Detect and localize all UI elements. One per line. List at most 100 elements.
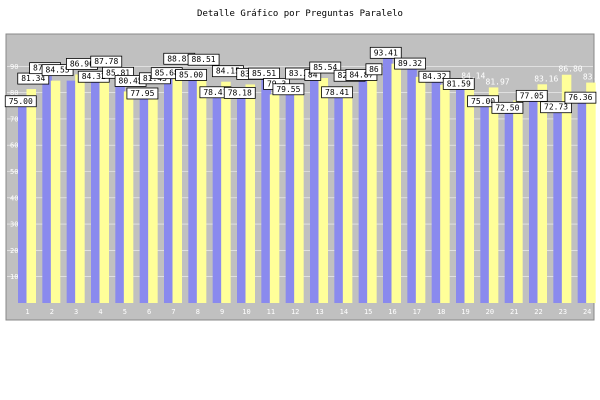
bar bbox=[139, 97, 150, 303]
data-label-box bbox=[126, 87, 159, 100]
data-label-box bbox=[321, 86, 353, 99]
bar bbox=[358, 79, 369, 303]
x-tick-label: 19 bbox=[461, 308, 469, 316]
bar bbox=[310, 79, 320, 303]
bar bbox=[148, 88, 158, 303]
bar bbox=[318, 78, 328, 303]
x-tick-label: 5 bbox=[123, 308, 127, 316]
data-label: 89.32 bbox=[398, 59, 422, 68]
bar bbox=[529, 100, 539, 304]
data-label: 79.55 bbox=[276, 85, 300, 94]
x-tick-label: 16 bbox=[388, 308, 396, 316]
bar bbox=[415, 76, 426, 303]
bar bbox=[221, 81, 231, 303]
x-tick-label: 15 bbox=[364, 308, 372, 316]
data-label: 83.26 bbox=[289, 69, 313, 78]
bar bbox=[537, 84, 547, 303]
data-label-box bbox=[515, 89, 548, 102]
x-tick-label: 11 bbox=[267, 308, 275, 316]
data-label: 78.41 bbox=[203, 88, 227, 97]
data-label: 85.81 bbox=[106, 68, 130, 77]
data-label: 72.73 bbox=[544, 103, 568, 112]
data-label-box bbox=[187, 53, 220, 66]
x-tick-label: 23 bbox=[559, 308, 567, 316]
bar bbox=[553, 111, 563, 304]
data-label-box bbox=[41, 64, 74, 77]
data-label: 85.54 bbox=[313, 63, 337, 72]
bar bbox=[440, 84, 450, 304]
bar bbox=[237, 97, 247, 303]
data-label: 86 bbox=[369, 65, 379, 74]
bar bbox=[261, 78, 271, 303]
data-label: 85.68 bbox=[155, 69, 179, 78]
bar bbox=[66, 80, 77, 303]
x-tick-label: 21 bbox=[510, 308, 518, 316]
data-label: 93.41 bbox=[374, 48, 398, 57]
data-label-box bbox=[442, 78, 475, 90]
data-label: 76.36 bbox=[568, 93, 592, 102]
data-label-box bbox=[369, 46, 402, 59]
x-tick-label: 8 bbox=[196, 308, 200, 316]
bar bbox=[488, 87, 499, 303]
x-tick-label: 12 bbox=[291, 308, 299, 316]
data-label: 75.00 bbox=[9, 97, 33, 106]
data-label: 78.18 bbox=[228, 88, 252, 97]
bar bbox=[188, 79, 198, 303]
data-label-box bbox=[223, 86, 256, 99]
bar bbox=[115, 77, 125, 303]
bar bbox=[456, 88, 466, 303]
bar bbox=[26, 89, 36, 303]
x-tick-label: 7 bbox=[171, 308, 175, 316]
y-tick-label: 90 bbox=[10, 63, 18, 71]
data-label-box bbox=[564, 91, 597, 104]
data-label: 78.41 bbox=[325, 88, 349, 97]
y-tick-label: 20 bbox=[10, 247, 18, 255]
bar bbox=[285, 93, 296, 303]
data-label: 75.00 bbox=[471, 97, 495, 106]
bar bbox=[91, 81, 101, 303]
y-tick-label: 30 bbox=[10, 221, 18, 229]
data-label: 80.45 bbox=[119, 76, 143, 85]
bar bbox=[577, 102, 588, 303]
data-label-box bbox=[540, 101, 572, 114]
data-label-box bbox=[467, 95, 499, 108]
bar bbox=[431, 81, 442, 303]
data-label: 84.15 bbox=[216, 67, 240, 76]
data-label: 88.87 bbox=[167, 54, 191, 63]
bar bbox=[245, 84, 255, 303]
data-label: 84 bbox=[308, 70, 318, 79]
bar bbox=[561, 74, 572, 303]
data-label-box bbox=[175, 69, 207, 81]
x-tick-label: 4 bbox=[98, 308, 102, 316]
x-tick-label: 20 bbox=[486, 308, 494, 316]
bar bbox=[172, 69, 182, 303]
x-tick-label: 22 bbox=[534, 308, 542, 316]
x-tick-label: 10 bbox=[242, 308, 250, 316]
data-label: 88.51 bbox=[192, 55, 216, 64]
data-label-box bbox=[418, 70, 451, 83]
bar bbox=[383, 57, 393, 304]
faint-data-label: 83.81 bbox=[583, 73, 600, 82]
bar bbox=[99, 72, 109, 303]
x-tick-label: 13 bbox=[315, 308, 323, 316]
bar bbox=[407, 68, 417, 303]
bar bbox=[18, 105, 28, 303]
data-label: 86.90 bbox=[70, 59, 94, 68]
y-tick-label: 40 bbox=[10, 194, 18, 202]
faint-data-label: 86.80 bbox=[559, 65, 583, 74]
x-tick-label: 6 bbox=[147, 308, 151, 316]
data-label-box bbox=[365, 63, 383, 76]
bar bbox=[342, 86, 353, 303]
bar bbox=[196, 70, 207, 304]
data-label: 84.32 bbox=[422, 72, 446, 81]
bar bbox=[42, 72, 52, 303]
x-tick-label: 1 bbox=[25, 308, 29, 316]
data-label-box bbox=[4, 95, 37, 108]
faint-data-label: 83.16 bbox=[534, 74, 558, 83]
bar bbox=[294, 84, 304, 303]
bar bbox=[334, 96, 344, 303]
x-tick-label: 9 bbox=[220, 308, 224, 316]
data-label: 72.50 bbox=[495, 103, 519, 112]
y-tick-label: 10 bbox=[10, 273, 18, 281]
